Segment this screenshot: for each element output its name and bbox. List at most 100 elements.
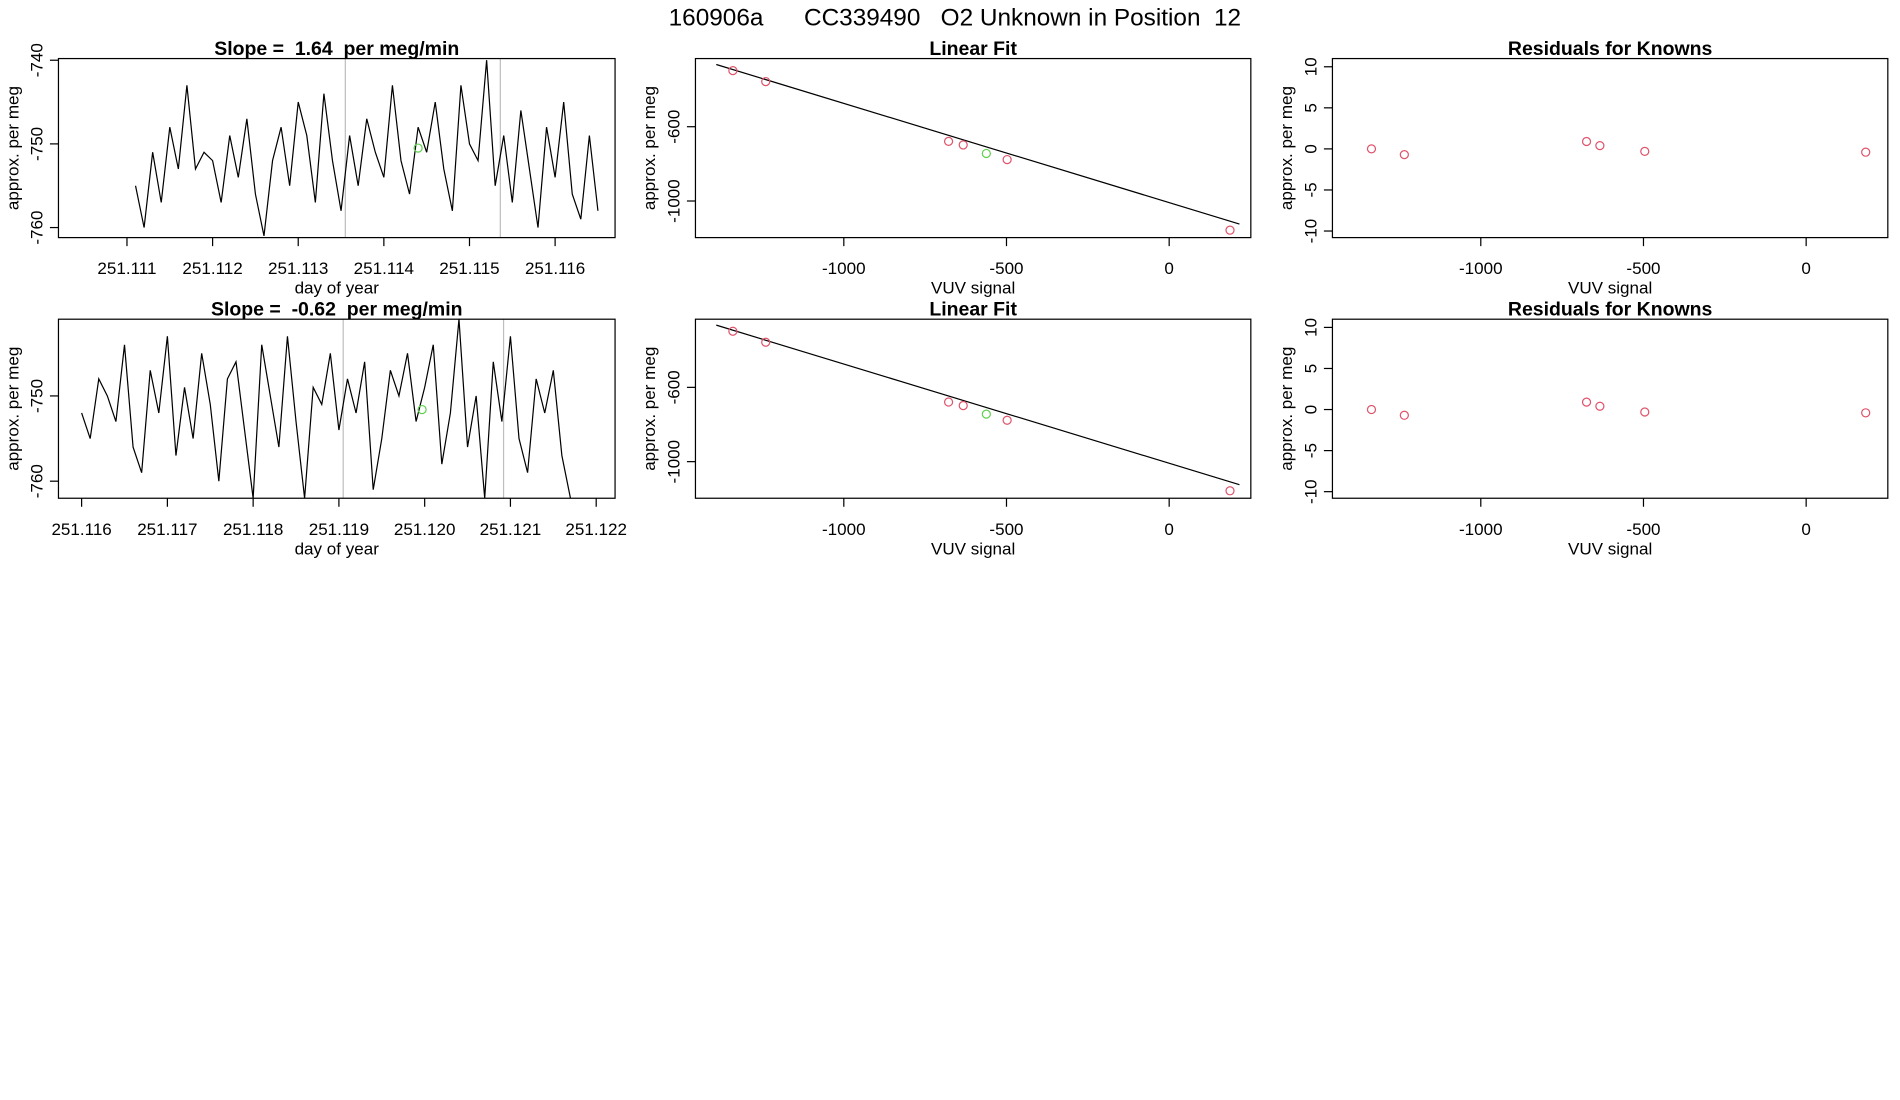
y-tick-label: -5 [1302,443,1321,458]
x-tick-label: 0 [1164,520,1173,539]
x-axis-label: VUV signal [931,539,1015,558]
data-point [1640,146,1650,156]
data-point [1640,407,1650,417]
x-tick-label: 251.113 [268,259,328,278]
x-tick-label: -1000 [822,259,866,278]
x-tick-label: 251.121 [480,520,542,539]
plot-area [134,58,599,238]
data-point [1366,404,1377,415]
y-tick-label: -1000 [665,440,684,484]
data-point [1366,144,1377,154]
data-point [1861,408,1871,418]
y-tick-label: 5 [1302,103,1321,112]
x-tick-label: -1000 [822,520,866,539]
x-tick-label: 251.116 [51,520,111,539]
data-point [1225,225,1235,235]
plot-frame [1331,318,1889,499]
x-tick-label: 251.114 [354,259,414,278]
x-tick-label: -500 [989,520,1023,539]
plot-area [716,324,1240,496]
data-point [1581,397,1592,407]
data-point [1595,401,1605,411]
data-point [1861,147,1871,157]
data-point [1399,410,1409,420]
plot-frame [694,318,1252,499]
y-axis-label: approx. per meg [3,86,22,210]
data-point [761,76,771,87]
panel: Linear Fit VUV signal approx. per meg -1000… [640,38,1252,298]
data-point [728,66,738,76]
data-point [943,397,954,407]
panel: Slope = -0.62 per meg/min day of year appr… [3,299,627,559]
data-point [1399,150,1409,160]
y-tick-label: 10 [1302,318,1321,337]
highlight-point [981,148,991,159]
x-tick-label: 0 [1164,259,1173,278]
x-tick-label: -500 [1626,259,1660,278]
data-line [81,319,572,499]
x-axis-label: VUV signal [1568,279,1652,298]
highlight-point [417,404,427,415]
y-tick-label: -5 [1302,182,1321,197]
data-point [728,326,738,336]
panel-title: Slope = -0.62 per meg/min [211,299,463,321]
x-tick-label: 251.120 [394,520,456,539]
plot-area [716,63,1240,235]
x-tick-label: -1000 [1459,259,1503,278]
figure-title: 160906a CC339490 O2 Unknown in Position … [669,5,1241,32]
data-point [761,337,771,347]
x-tick-label: 251.122 [565,520,627,539]
x-tick-label: -1000 [1459,520,1503,539]
x-axis-label: VUV signal [1568,539,1652,558]
fit-line [716,324,1240,486]
data-point [1595,140,1605,151]
y-tick-label: -1000 [665,179,684,223]
panel-title: Slope = 1.64 per meg/min [214,38,459,60]
panel-title: Residuals for Knowns [1508,299,1713,321]
x-tick-label: 251.119 [309,520,369,539]
y-tick-label: -10 [1302,479,1321,504]
fit-line [716,63,1240,225]
x-tick-label: 251.116 [525,259,585,278]
panel: Residuals for Knowns VUV signal approx. pe… [1277,299,1889,558]
plot-frame [57,57,616,239]
y-tick-label: -10 [1302,219,1321,244]
plot-frame [57,318,616,499]
y-axis-label: approx. per meg [3,347,22,471]
y-tick-label: -750 [28,379,47,413]
x-tick-label: -500 [989,259,1023,278]
data-point [1002,154,1012,165]
x-tick-label: 251.112 [182,259,242,278]
plot-area [1366,397,1871,420]
panel: Slope = 1.64 per meg/min day of year appro… [3,38,616,298]
x-axis-label: day of year [295,279,380,298]
x-tick-label: 251.111 [97,259,156,278]
y-tick-label: 0 [1302,144,1321,153]
plot-frame [1331,57,1889,239]
panel: Linear Fit VUV signal approx. per meg -1000… [640,299,1252,558]
y-axis-label: approx. per meg [1277,86,1296,210]
y-tick-label: -600 [665,110,684,144]
data-point [1581,136,1592,147]
plot-area [1366,136,1871,160]
x-tick-label: 0 [1801,520,1810,539]
y-tick-label: -760 [28,464,47,498]
y-tick-label: -600 [665,370,684,404]
x-tick-label: -500 [1626,520,1660,539]
plot-area [81,319,572,499]
x-tick-label: 251.115 [439,259,499,278]
y-tick-label: 10 [1302,57,1321,76]
panel-title: Linear Fit [929,38,1017,60]
data-point [943,136,954,147]
y-axis-label: approx. per meg [640,86,659,210]
highlight-point [413,143,423,153]
x-tick-label: 251.117 [137,520,197,539]
y-axis-label: approx. per meg [640,347,659,471]
highlight-point [981,409,991,419]
y-tick-label: -740 [28,43,47,77]
x-tick-label: 251.118 [223,520,283,539]
x-tick-label: 0 [1801,259,1810,278]
y-tick-label: -750 [28,127,47,161]
